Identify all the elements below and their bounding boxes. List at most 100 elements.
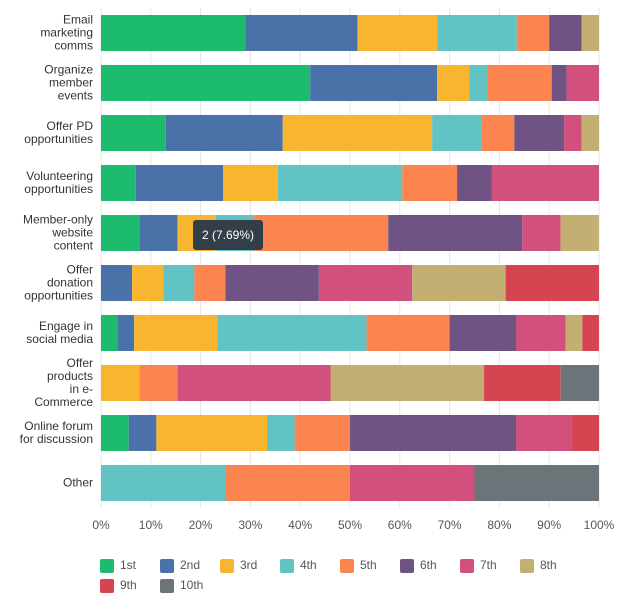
bar-segment — [139, 215, 178, 251]
legend-swatch — [520, 559, 534, 573]
bar-segment — [564, 115, 582, 151]
bar-segment — [551, 65, 567, 101]
bar-segment — [515, 315, 566, 351]
x-tick-label: 40% — [288, 518, 312, 532]
bar-segment — [128, 415, 157, 451]
x-tick-label: 20% — [189, 518, 213, 532]
category-label: Online forum for discussion — [19, 419, 93, 446]
bar-segment — [486, 65, 552, 101]
x-tick-label: 30% — [238, 518, 262, 532]
bar-segment — [566, 65, 599, 101]
bar-segment — [491, 165, 599, 201]
bar-segment — [177, 365, 331, 401]
x-tick-label: 90% — [537, 518, 561, 532]
legend-swatch — [220, 559, 234, 573]
x-tick-label: 0% — [92, 518, 110, 532]
bar-segment — [194, 265, 226, 301]
bar-segment — [254, 215, 389, 251]
bar-segment — [225, 265, 319, 301]
bar-segment — [101, 65, 311, 101]
legend-label: 5th — [360, 558, 377, 572]
bar-segment — [549, 15, 582, 51]
legend-label: 8th — [540, 558, 557, 572]
bar-segment — [522, 215, 561, 251]
legend-swatch — [340, 559, 354, 573]
bar-segment — [101, 265, 133, 301]
bar-segment — [132, 265, 164, 301]
bar-segment — [101, 215, 140, 251]
bar-segment — [101, 115, 166, 151]
category-label: Offer products in e- Commerce — [34, 356, 93, 409]
bar-segment — [217, 315, 367, 351]
category-label: Email marketing comms — [40, 12, 93, 53]
bar-segment — [581, 115, 599, 151]
bar-segment — [163, 265, 195, 301]
bar-segment — [516, 15, 550, 51]
bar-segment — [412, 265, 506, 301]
bar-segment — [481, 115, 515, 151]
bar-segment — [581, 15, 599, 51]
x-tick-label: 10% — [139, 518, 163, 532]
bar-segment — [223, 165, 278, 201]
bar-segment — [388, 215, 523, 251]
bar-segment — [437, 15, 517, 51]
bar-segment — [310, 65, 438, 101]
x-tick-label: 70% — [438, 518, 462, 532]
bar-segment — [117, 315, 135, 351]
bar-segment — [101, 315, 118, 351]
bar-segment — [514, 115, 565, 151]
bar-segment — [101, 415, 129, 451]
bar-segment — [225, 465, 350, 501]
x-tick-label: 80% — [487, 518, 511, 532]
bar-segment — [101, 465, 226, 501]
bar-segment — [101, 15, 246, 51]
legend-label: 1st — [120, 558, 137, 572]
bar-segment — [432, 115, 482, 151]
legend-label: 2nd — [180, 558, 200, 572]
x-tick-label: 60% — [388, 518, 412, 532]
legend-label: 10th — [180, 578, 203, 592]
bar-segment — [277, 165, 403, 201]
bar-segment — [484, 365, 561, 401]
category-label: Organize member events — [44, 62, 93, 103]
category-label: Volunteering opportunities — [24, 169, 93, 196]
bar-segment — [560, 365, 599, 401]
legend-swatch — [160, 579, 174, 593]
bar-segment — [165, 115, 283, 151]
legend-label: 3rd — [240, 558, 257, 572]
bar-segment — [318, 265, 413, 301]
bar-segment — [565, 315, 583, 351]
bar-segment — [139, 365, 178, 401]
bar-segment — [449, 315, 516, 351]
bar-segment — [474, 465, 599, 501]
x-tick-label: 50% — [338, 518, 362, 532]
legend-swatch — [400, 559, 414, 573]
bar-segment — [101, 165, 136, 201]
bar-segment — [357, 15, 438, 51]
legend-swatch — [460, 559, 474, 573]
bar-segment — [350, 415, 517, 451]
legend-swatch — [280, 559, 294, 573]
bar-segment — [101, 365, 140, 401]
bar-segment — [402, 165, 458, 201]
bar-segment — [469, 65, 487, 101]
legend-label: 9th — [120, 578, 137, 592]
legend-swatch — [100, 579, 114, 593]
legend-label: 7th — [480, 558, 497, 572]
bar-segment — [135, 165, 224, 201]
bar-segment — [156, 415, 268, 451]
category-label: Offer PD opportunities — [24, 119, 93, 146]
bar-segment — [516, 415, 572, 451]
bar-segment — [571, 415, 600, 451]
bar-segment — [366, 315, 450, 351]
legend-swatch — [100, 559, 114, 573]
tooltip: 2 (7.69%) — [193, 220, 263, 250]
bar-segment — [582, 315, 599, 351]
legend-label: 4th — [300, 558, 317, 572]
bar-segment — [437, 65, 470, 101]
category-label: Member-only website content — [22, 212, 93, 253]
bar-segment — [267, 415, 295, 451]
category-label: Offer donation opportunities — [24, 262, 93, 303]
bar-segment — [330, 365, 485, 401]
